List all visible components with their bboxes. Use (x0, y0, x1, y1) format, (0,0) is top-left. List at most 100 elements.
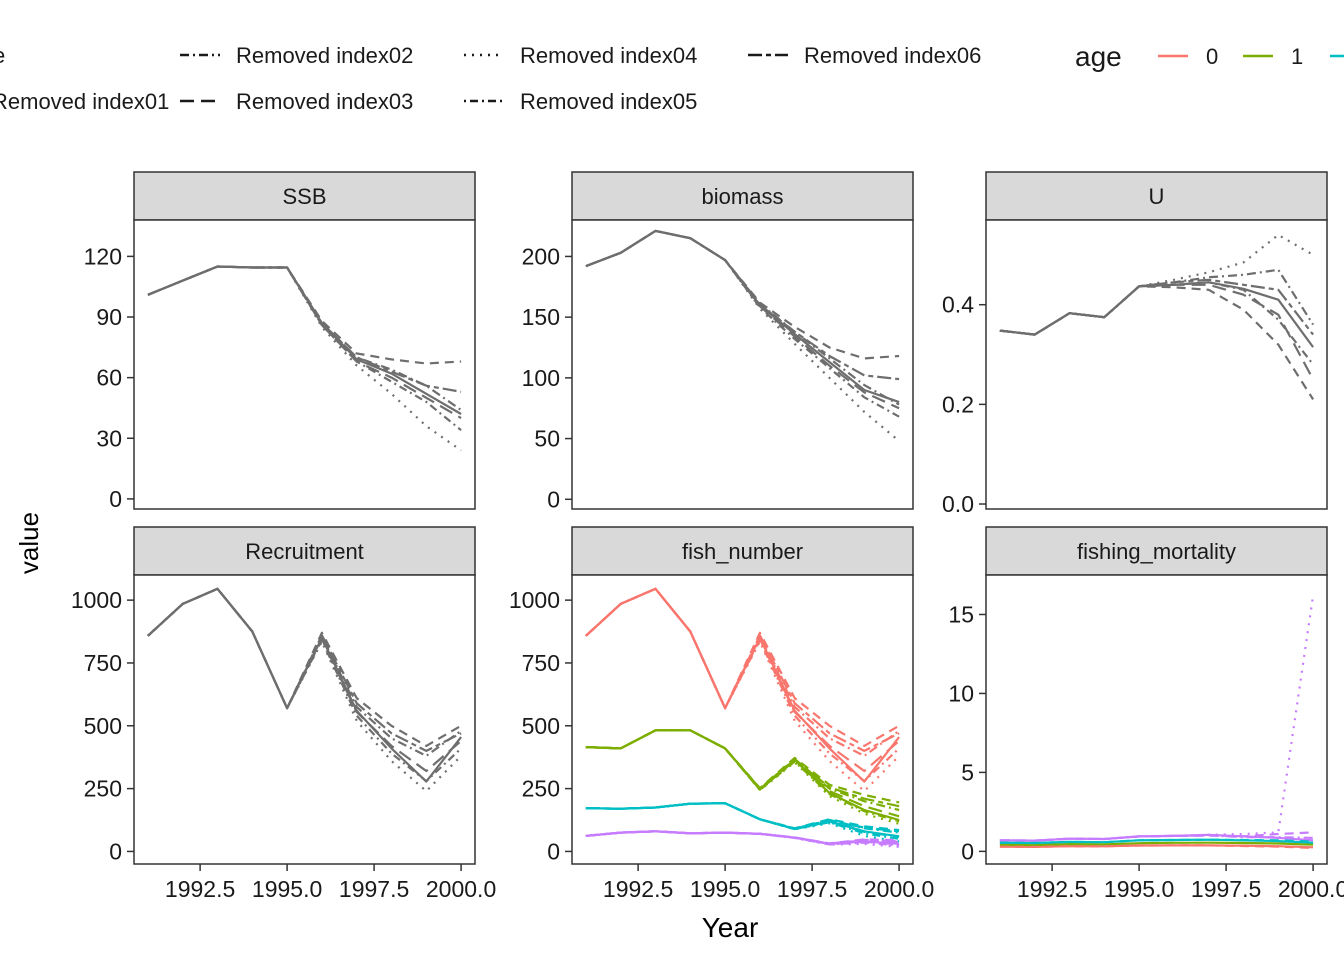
y-tick-label: 250 (522, 776, 560, 802)
series-line (999, 285, 1315, 400)
series-line (999, 844, 1314, 849)
series-line (147, 587, 462, 753)
series-line (999, 841, 1314, 847)
legend-color-title: age (1075, 41, 1122, 72)
series-line (585, 229, 900, 410)
panel-fish-number: fish_number 0 250 500 750 1000 1992.5 1995.0 199… (509, 526, 934, 902)
y-tick-label: 0 (109, 486, 122, 512)
panel-strip (133, 526, 476, 576)
panel-title: Recruitment (245, 539, 364, 564)
y-tick-label: 750 (522, 650, 560, 676)
series-group (147, 587, 462, 793)
legend-color-label: 0 (1206, 44, 1218, 69)
panel-recruitment: Recruitment 0 250 500 750 1000 1992.5 1995.0 199… (71, 526, 496, 902)
y-tick-label: 0.0 (942, 491, 974, 517)
x-tick-label: 1997.5 (777, 876, 847, 902)
y-tick-label: 1000 (509, 587, 560, 613)
legend-label: Removed index06 (804, 43, 981, 68)
series-line (999, 838, 1314, 845)
legend-label: Removed index04 (520, 43, 697, 68)
series-line (585, 830, 900, 845)
series-group (147, 265, 462, 452)
y-tick-label: 200 (522, 243, 560, 269)
panel-biomass: biomass 0 50 100 150 200 (522, 171, 914, 512)
legend-item: Removed index02 (180, 43, 413, 68)
legend-item: Removed index03 (180, 89, 413, 114)
y-tick-label: 750 (84, 650, 122, 676)
y-tick-label: 1000 (71, 587, 122, 613)
y-tick-label: 10 (948, 680, 974, 706)
y-tick-label: 0.2 (942, 391, 974, 417)
y-tick-label: 60 (96, 365, 122, 391)
legend-item: Removed index05 (464, 89, 697, 114)
panel-ssb: SSB 0 30 60 90 120 (84, 171, 476, 512)
legend-color-label: 1 (1291, 44, 1303, 69)
panel-title: biomass (702, 184, 784, 209)
y-tick-label: 0 (961, 838, 974, 864)
y-tick-label: 5 (961, 759, 974, 785)
series-line (585, 587, 900, 753)
panel-frame (571, 219, 914, 510)
y-tick-label: 100 (522, 365, 560, 391)
y-tick-label: 0 (547, 838, 560, 864)
panel-title: fishing_mortality (1077, 539, 1236, 564)
series-group (999, 595, 1315, 849)
legend-color-item: 0 (1158, 44, 1218, 69)
panel-strip (985, 526, 1328, 576)
y-tick-label: 500 (522, 713, 560, 739)
x-tick-label: 1995.0 (252, 876, 322, 902)
series-group (585, 229, 900, 442)
panel-u: U 0.0 0.2 0.4 (942, 171, 1328, 517)
x-tick-label: 1992.5 (165, 876, 235, 902)
series-line (147, 265, 462, 393)
y-tick-label: 250 (84, 776, 122, 802)
series-line (585, 229, 900, 381)
legend-label: Removed index01 (0, 89, 169, 114)
legend-item: Removed index06 (748, 43, 981, 68)
series-line (147, 265, 462, 420)
x-tick-label: 1995.0 (1104, 876, 1174, 902)
series-group (999, 233, 1315, 400)
panel-frame (133, 219, 476, 510)
legend-label: Removed index05 (520, 89, 697, 114)
x-tick-label: 2000.0 (426, 876, 496, 902)
series-line (585, 802, 900, 838)
legend-label: e (0, 43, 5, 68)
x-tick-label: 2000.0 (864, 876, 934, 902)
panel-strip (571, 526, 914, 576)
panel-title: U (1149, 184, 1165, 209)
legend-color-item: 1 (1243, 44, 1303, 69)
legend-item: e (0, 43, 5, 68)
x-tick-label: 1997.5 (1191, 876, 1261, 902)
panel-title: fish_number (682, 539, 803, 564)
y-tick-label: 90 (96, 304, 122, 330)
y-tick-label: 150 (522, 304, 560, 330)
x-tick-label: 1997.5 (339, 876, 409, 902)
y-tick-label: 0 (109, 838, 122, 864)
x-axis-title: Year (702, 912, 759, 943)
facet-panels: SSB0306090120biomass050100150200U0.00.20… (71, 171, 1344, 902)
legend-item: Removed index04 (464, 43, 697, 68)
panel-frame (571, 574, 914, 865)
series-line (585, 729, 900, 808)
legend-label: Removed index02 (236, 43, 413, 68)
panel-title: SSB (282, 184, 326, 209)
x-tick-label: 2000.0 (1278, 876, 1344, 902)
y-tick-label: 500 (84, 713, 122, 739)
y-tick-label: 30 (96, 425, 122, 451)
series-line (999, 278, 1314, 336)
x-tick-label: 1992.5 (603, 876, 673, 902)
legend: e Removed index01 Removed index02 Removed i… (0, 41, 1344, 114)
panel-fishing-mortality: fishing_mortality 0 5 10 15 1992.5 1995.0 1997.… (948, 526, 1344, 902)
legend-item: Removed index01 (0, 89, 169, 114)
x-tick-label: 1995.0 (690, 876, 760, 902)
legend-label: Removed index03 (236, 89, 413, 114)
panel-strip (985, 171, 1328, 221)
x-tick-label: 1992.5 (1017, 876, 1087, 902)
series-group (585, 587, 900, 848)
y-axis-title: value (14, 512, 44, 574)
y-tick-label: 15 (948, 601, 974, 627)
y-tick-label: 120 (84, 243, 122, 269)
panel-frame (985, 574, 1328, 865)
